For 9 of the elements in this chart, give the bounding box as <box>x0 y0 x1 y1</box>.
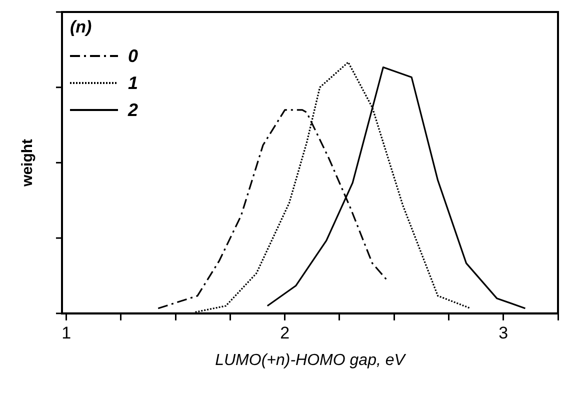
x-tick-label: 1 <box>62 323 72 342</box>
x-tick-label: 3 <box>498 323 508 342</box>
legend-title: (n) <box>70 18 92 37</box>
x-tick-label: 2 <box>280 323 290 342</box>
legend-label: 2 <box>127 100 138 120</box>
legend-label: 1 <box>128 72 138 93</box>
y-axis-title: weight <box>19 138 36 188</box>
legend-label: 0 <box>128 46 138 66</box>
x-axis-title: LUMO(+n)-HOMO gap, eV <box>215 352 406 369</box>
